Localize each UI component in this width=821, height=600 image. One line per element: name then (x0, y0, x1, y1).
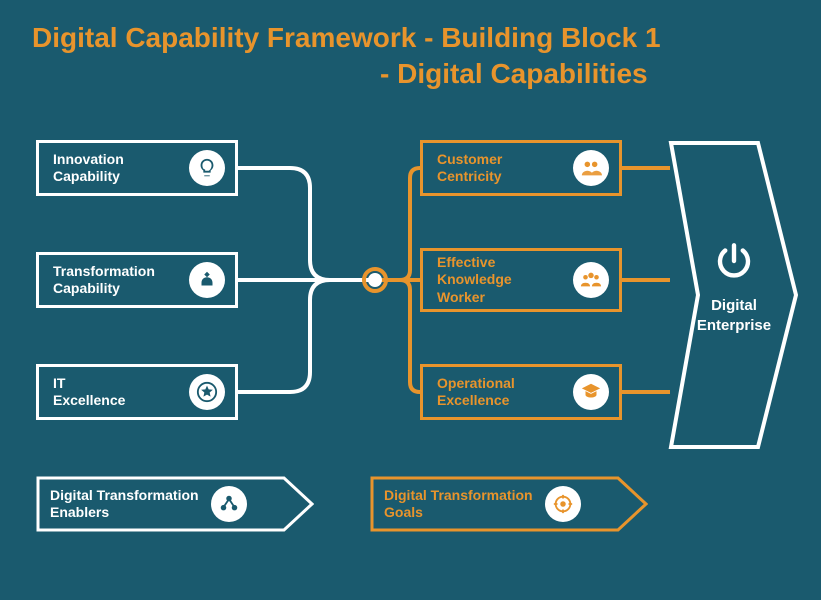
box-label: InnovationCapability (53, 151, 124, 186)
nodes-icon (211, 486, 247, 522)
banner-label: Digital TransformationEnablers (50, 487, 199, 522)
bulb-icon (189, 150, 225, 186)
star-icon (189, 374, 225, 410)
box-innovation-capability: InnovationCapability (36, 140, 238, 196)
box-label: OperationalExcellence (437, 375, 515, 410)
target-icon (545, 486, 581, 522)
box-operational-excellence: OperationalExcellence (420, 364, 622, 420)
box-it-excellence: ITExcellence (36, 364, 238, 420)
hands-icon (189, 262, 225, 298)
big-arrow-label: DigitalEnterprise (668, 296, 800, 335)
power-icon (713, 240, 755, 282)
banner-enablers: Digital TransformationEnablers (36, 476, 314, 532)
banner-goals: Digital TransformationGoals (370, 476, 648, 532)
box-label: EffectiveKnowledgeWorker (437, 254, 512, 307)
box-label: ITExcellence (53, 375, 125, 410)
group-icon (573, 262, 609, 298)
box-customer-centricity: CustomerCentricity (420, 140, 622, 196)
box-effective-knowledge-worker: EffectiveKnowledgeWorker (420, 248, 622, 312)
grad-icon (573, 374, 609, 410)
title-line-2: - Digital Capabilities (380, 58, 648, 90)
banner-label: Digital TransformationGoals (384, 487, 533, 522)
big-arrow-digital-enterprise: DigitalEnterprise (668, 140, 800, 450)
title-line-1: Digital Capability Framework - Building … (32, 22, 661, 54)
people-icon (573, 150, 609, 186)
box-label: TransformationCapability (53, 263, 155, 298)
box-transformation-capability: TransformationCapability (36, 252, 238, 308)
box-label: CustomerCentricity (437, 151, 502, 186)
